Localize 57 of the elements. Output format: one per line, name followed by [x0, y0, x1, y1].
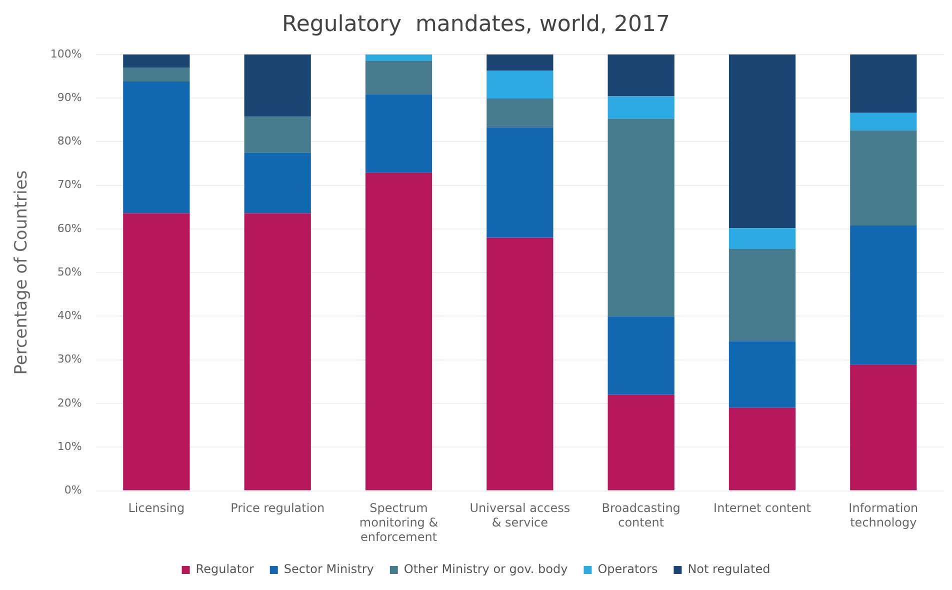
- bar: [608, 316, 674, 395]
- x-tick-label: Internet content: [714, 501, 812, 516]
- bar: [728, 408, 796, 490]
- y-tick-label: 40%: [57, 309, 82, 322]
- y-tick-label: 90%: [57, 90, 82, 104]
- bar: [608, 118, 674, 316]
- bar: [850, 54, 917, 113]
- y-tick-label: 10%: [57, 440, 82, 454]
- bar: [850, 130, 917, 226]
- bar: [365, 172, 432, 490]
- legend-label: Not regulated: [688, 562, 770, 576]
- y-tick-label: 100%: [50, 47, 82, 60]
- bar: [728, 249, 796, 342]
- bar: [123, 68, 190, 82]
- bar: [486, 238, 554, 490]
- x-tick-label: Information technology: [848, 501, 918, 530]
- bar: [365, 60, 432, 94]
- bar: [728, 228, 796, 250]
- bar: [728, 341, 796, 408]
- bar: [365, 94, 432, 173]
- bar: [244, 213, 311, 490]
- x-tick-label: Licensing: [128, 501, 185, 516]
- x-tick-label: Broadcasting content: [602, 501, 680, 530]
- x-tick-label: Price regulation: [230, 501, 325, 516]
- legend-label: Other Ministry or gov. body: [404, 562, 568, 576]
- bar: [123, 54, 190, 68]
- y-tick-label: 20%: [57, 396, 82, 410]
- bar: [244, 152, 311, 214]
- bar: [244, 116, 311, 153]
- bar: [123, 81, 190, 214]
- y-tick-label: 0%: [64, 484, 82, 497]
- bar: [486, 54, 554, 71]
- bar: [244, 54, 311, 117]
- legend-label: Sector Ministry: [284, 562, 374, 576]
- bar: [608, 54, 674, 96]
- x-tick-label: Universal access & service: [470, 501, 570, 530]
- bar: [608, 96, 674, 119]
- legend-label: Operators: [598, 562, 658, 576]
- x-tick-label: Spectrum monitoring & enforcement: [359, 501, 438, 544]
- y-tick-label: 60%: [57, 222, 82, 235]
- bar: [486, 98, 554, 128]
- y-tick-label: 70%: [57, 178, 82, 192]
- bar: [850, 364, 917, 490]
- bar: [850, 112, 917, 130]
- chart-title: Regulatory mandates, world, 2017: [282, 12, 670, 37]
- bar: [728, 54, 796, 228]
- bar: [486, 127, 554, 238]
- bar: [486, 70, 554, 98]
- bar: [608, 394, 674, 490]
- y-tick-label: 30%: [57, 352, 82, 366]
- bar: [123, 213, 190, 490]
- y-tick-label: 80%: [57, 134, 82, 148]
- bar: [850, 225, 917, 365]
- legend-label: Regulator: [196, 562, 254, 576]
- y-axis-title: Percentage of Countries: [12, 170, 32, 375]
- y-tick-label: 50%: [57, 265, 82, 278]
- bar: [365, 54, 432, 61]
